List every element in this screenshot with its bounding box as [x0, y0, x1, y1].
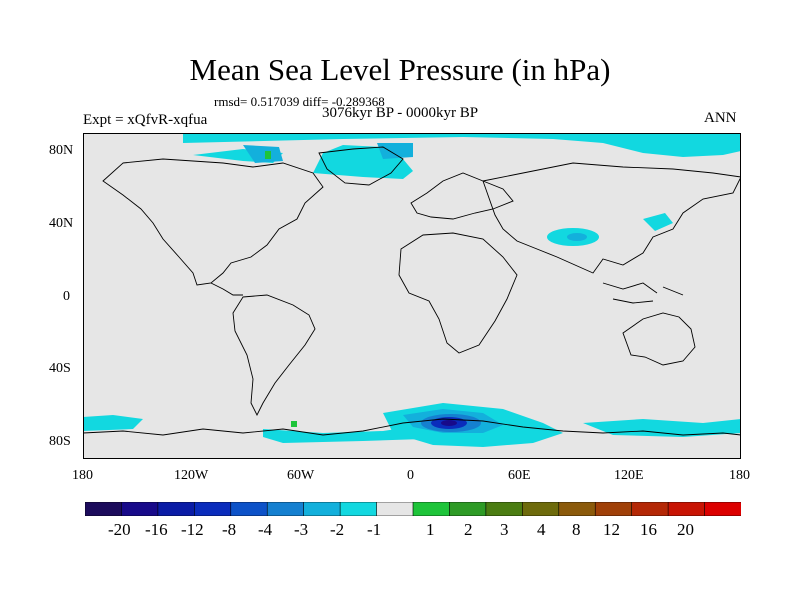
- australia-coast: [622, 312, 696, 366]
- colorbar-label-9: 2: [464, 520, 473, 539]
- colorbar-label-13: 12: [603, 520, 620, 539]
- colorbar-swatch-12: [522, 502, 560, 516]
- asia-anomaly: [547, 213, 673, 246]
- colorbar-label-0: -20: [108, 520, 131, 539]
- colorbar-swatch-15: [631, 502, 669, 516]
- lat-label-80n: 80N: [49, 143, 74, 158]
- antarctica-coast: [83, 418, 741, 436]
- lon-label-120w: 120W: [174, 468, 209, 483]
- colorbar-label-3: -8: [222, 520, 237, 539]
- season-label: ANN: [704, 110, 737, 126]
- colorbar-swatch-14: [594, 502, 633, 516]
- map-frame: [83, 133, 741, 459]
- lon-label-0: 0: [407, 468, 414, 483]
- colorbar-swatch-7: [339, 502, 378, 516]
- colorbar-swatch-0: [85, 502, 123, 516]
- lat-label-80s: 80S: [49, 434, 71, 449]
- africa-coast: [398, 232, 518, 354]
- north-america-coast: [102, 158, 324, 286]
- colorbar-swatch-4: [230, 502, 268, 516]
- colorbar-swatch-17: [704, 502, 741, 516]
- lon-label-120e: 120E: [614, 468, 644, 483]
- lat-label-40s: 40S: [49, 361, 71, 376]
- colorbar-swatch-16: [667, 502, 706, 516]
- colorbar-label-12: 8: [572, 520, 581, 539]
- se-asia-islands: [602, 282, 684, 304]
- map-background: [83, 133, 741, 459]
- colorbar-swatch-6: [303, 502, 341, 516]
- colorbar-swatch-8: [376, 502, 414, 516]
- colorbar: [85, 502, 741, 516]
- colorbar-swatch-11: [485, 502, 523, 516]
- colorbar-swatch-10: [449, 502, 487, 516]
- colorbar-label-11: 4: [537, 520, 546, 539]
- central-america-coast: [210, 282, 243, 296]
- colorbar-label-5: -3: [294, 520, 309, 539]
- chart-title: Mean Sea Level Pressure (in hPa): [189, 52, 611, 87]
- colorbar-label-4: -4: [258, 520, 273, 539]
- lon-label-180-west: 180: [72, 468, 93, 483]
- lat-label-40n: 40N: [49, 216, 74, 231]
- antarctic-anomaly: [83, 403, 741, 447]
- colorbar-label-14: 16: [640, 520, 657, 539]
- lat-label-0: 0: [63, 289, 70, 304]
- colorbar-swatch-2: [157, 502, 195, 516]
- greenland-coast: [318, 146, 404, 186]
- coastlines: [83, 146, 741, 436]
- world-map: [83, 133, 741, 459]
- colorbar-label-1: -16: [145, 520, 168, 539]
- colorbar-swatch-9: [412, 502, 451, 516]
- colorbar-label-6: -2: [330, 520, 345, 539]
- colorbar-swatch-1: [121, 502, 159, 516]
- arctic-anomaly: [183, 133, 741, 179]
- colorbar-swatch-5: [266, 502, 305, 516]
- asia-coast: [482, 162, 741, 274]
- colorbar-label-15: 20: [677, 520, 694, 539]
- lon-label-60e: 60E: [508, 468, 531, 483]
- colorbar-swatch-13: [558, 502, 596, 516]
- south-america-coast: [232, 294, 316, 417]
- colorbar-swatch-3: [194, 502, 232, 516]
- lon-label-60w: 60W: [287, 468, 315, 483]
- period-label: 3076kyr BP - 0000kyr BP: [322, 105, 479, 121]
- lon-label-180-east: 180: [729, 468, 750, 483]
- colorbar-label-10: 3: [500, 520, 509, 539]
- colorbar-label-8: 1: [426, 520, 435, 539]
- europe-coast: [410, 172, 514, 220]
- colorbar-label-7: -1: [367, 520, 382, 539]
- experiment-label: Expt = xQfvR-xqfua: [83, 112, 208, 128]
- stats-text: rmsd= 0.517039 diff= -0.289368: [214, 94, 385, 109]
- colorbar-label-2: -12: [181, 520, 204, 539]
